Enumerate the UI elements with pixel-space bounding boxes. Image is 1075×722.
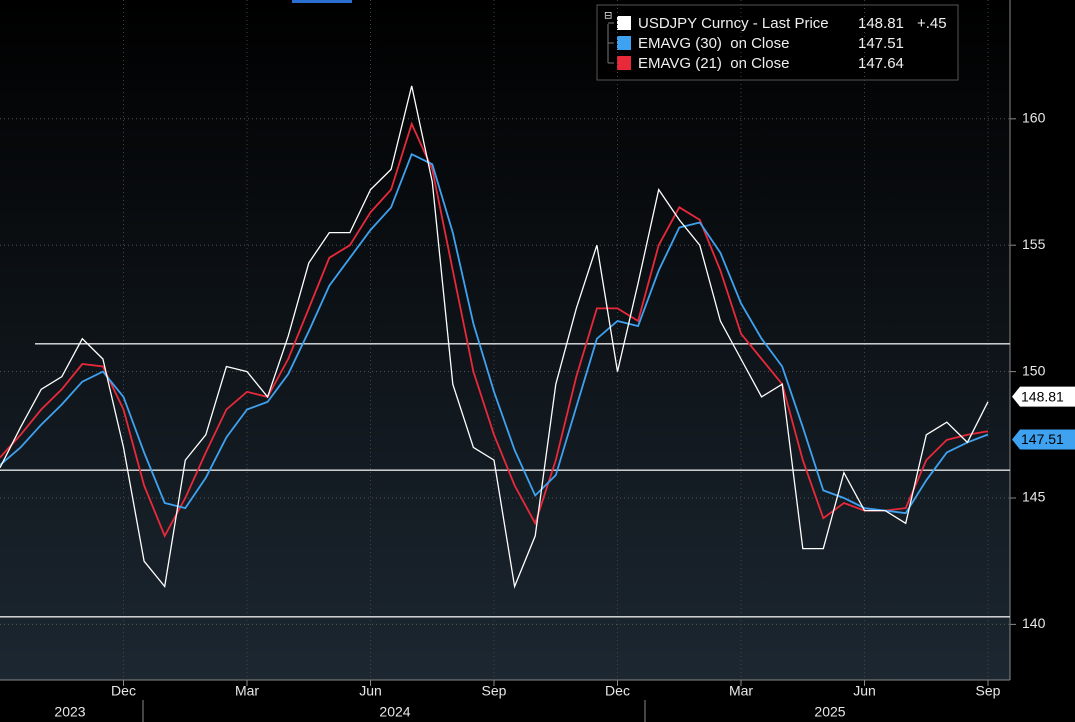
legend-box xyxy=(596,4,959,81)
y-tick-label: 140 xyxy=(1022,615,1046,631)
x-tick-label: Mar xyxy=(235,683,259,699)
series-line xyxy=(0,152,989,515)
legend-swatch xyxy=(617,56,631,70)
last-value-label: 148.81 xyxy=(1021,388,1064,404)
year-label: 2024 xyxy=(379,704,410,720)
legend-label: USDJPY Curncy - Last Price xyxy=(638,15,829,32)
year-label: 2023 xyxy=(54,704,85,720)
y-tick-label: 150 xyxy=(1022,362,1046,378)
legend-change: +.45 xyxy=(917,15,947,32)
x-tick-label: Sep xyxy=(976,683,1001,699)
series-line xyxy=(0,85,989,589)
x-tick-label: Jun xyxy=(359,683,382,699)
axis-background xyxy=(0,680,1010,722)
last-value-tag xyxy=(1012,429,1075,450)
x-tick-label: Jun xyxy=(853,683,876,699)
legend-swatch xyxy=(617,16,631,30)
last-value-label: 147.51 xyxy=(1021,431,1064,447)
year-label: 2025 xyxy=(814,704,845,720)
y-tick-label: 160 xyxy=(1022,110,1046,126)
legend-swatch xyxy=(617,36,631,50)
y-tick-label: 145 xyxy=(1022,489,1046,505)
x-tick-label: Dec xyxy=(605,683,630,699)
series-line xyxy=(0,121,989,538)
axis-background xyxy=(1010,0,1075,722)
x-tick-label: Mar xyxy=(729,683,753,699)
x-tick-label: Dec xyxy=(111,683,136,699)
plot-background xyxy=(0,0,1010,680)
top-marker xyxy=(292,0,352,3)
legend-value: 147.51 xyxy=(858,35,904,52)
legend-value: 147.64 xyxy=(858,55,904,72)
legend-label: EMAVG (21) on Close xyxy=(638,55,789,72)
y-tick-label: 155 xyxy=(1022,236,1046,252)
legend-collapse: ⊟ xyxy=(604,11,612,22)
legend-label: EMAVG (30) on Close xyxy=(638,35,789,52)
last-value-tag xyxy=(1012,386,1075,407)
x-tick-label: Sep xyxy=(482,683,507,699)
legend-value: 148.81 xyxy=(858,15,904,32)
legend: ⊟ USDJPY Curncy - Last Price 148.81 EMAVG … xyxy=(596,4,959,81)
